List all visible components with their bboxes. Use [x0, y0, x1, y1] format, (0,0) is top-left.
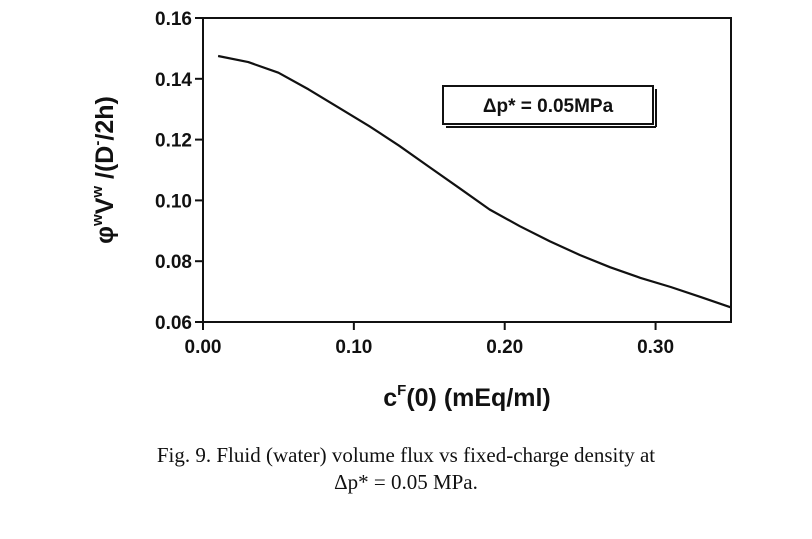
x-axis-title-superscript: F [397, 382, 406, 399]
plot-frame [202, 17, 732, 323]
x-axis-title: cF(0) (mEq/ml) [383, 382, 551, 412]
y-tick-label: 0.12 [155, 131, 192, 152]
series-layer [217, 54, 732, 309]
x-tick-label: 0.00 [185, 337, 222, 358]
y-tick-label: 0.14 [155, 70, 192, 91]
y-axis-title: φwVw /(D-/2h) [89, 96, 119, 244]
series-line [217, 54, 732, 309]
annotation-box [442, 85, 654, 125]
x-tick-label: 0.30 [637, 337, 674, 358]
figure-caption-line-1: Fig. 9. Fluid (water) volume flux vs fix… [156, 443, 656, 467]
y-tick-label: 0.06 [155, 313, 192, 334]
x-axis-ticks: 0.00 0.10 0.20 0.30 [185, 322, 674, 358]
y-axis-ticks: 0.06 0.08 0.10 0.12 0.14 0.16 [155, 9, 203, 334]
y-tick-label: 0.10 [155, 191, 192, 212]
x-tick-label: 0.10 [335, 337, 372, 358]
x-tick-label: 0.20 [486, 337, 523, 358]
y-tick-label: 0.16 [155, 9, 192, 30]
annotation-label: Δp* = 0.05MPa [483, 96, 614, 117]
y-tick-label: 0.08 [155, 252, 192, 273]
figure-caption-line-2: Δp* = 0.05 MPa. [334, 470, 478, 494]
